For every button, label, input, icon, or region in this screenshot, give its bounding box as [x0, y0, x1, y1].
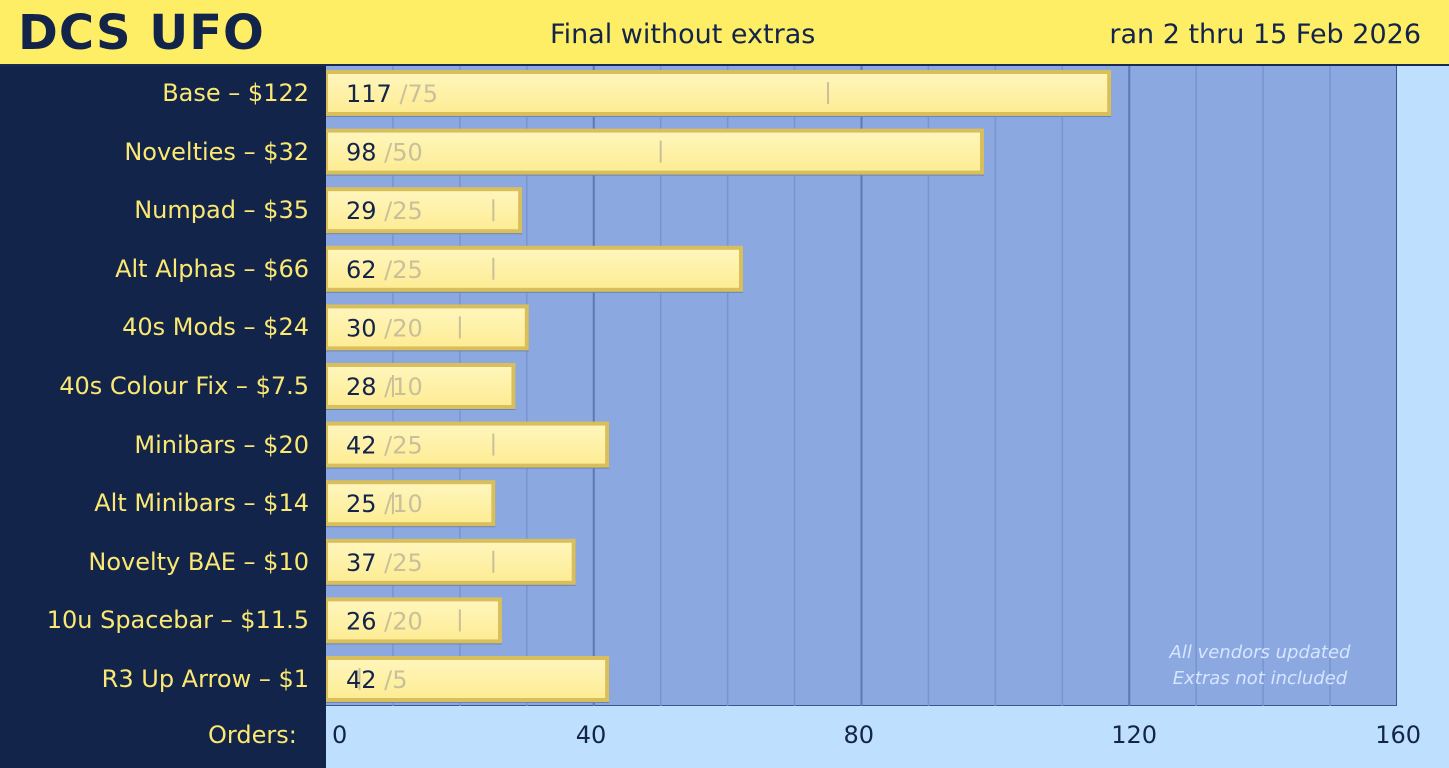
- bar-rect: [326, 245, 744, 292]
- value-label: 117 /75: [346, 80, 438, 108]
- bar: 117 /75: [326, 70, 1112, 117]
- bar: 25 /10: [326, 480, 496, 528]
- bar: 42 /25: [326, 421, 610, 469]
- x-tick-label: 80: [843, 721, 875, 749]
- x-axis-label: Orders:: [208, 721, 297, 749]
- bar: 37 /25: [326, 538, 576, 586]
- value-label: 37 /25: [346, 549, 423, 577]
- bar-rect: [326, 597, 503, 644]
- bar-rect: [326, 187, 523, 234]
- value-label: 98 /50: [346, 139, 423, 167]
- note-line: All vendors updated: [1169, 642, 1351, 663]
- bar-rect: [326, 480, 496, 527]
- date-range: ran 2 thru 15 Feb 2026: [1109, 19, 1421, 50]
- value-label: 30 /20: [346, 314, 423, 342]
- bar-rect: [326, 421, 610, 468]
- category-label: Alt Alphas – $66: [115, 254, 309, 283]
- header-bar: DCS UFO Final without extras ran 2 thru …: [0, 0, 1449, 66]
- value-label: 28 /10: [346, 373, 423, 401]
- category-label: Alt Minibars – $14: [94, 489, 309, 518]
- chart-notes: All vendors updated Extras not included: [1150, 640, 1370, 692]
- bar: 29 /25: [326, 187, 523, 235]
- value-label: 25 /10: [346, 490, 423, 518]
- x-tick-label: 160: [1375, 721, 1421, 749]
- category-label: R3 Up Arrow – $1: [101, 665, 309, 693]
- x-tick-label: 0: [332, 721, 348, 749]
- brand-logo: DCS UFO: [18, 5, 265, 61]
- value-label: 42 /5: [346, 666, 408, 694]
- value-label: 29 /25: [346, 197, 423, 225]
- category-label: Novelties – $32: [124, 137, 309, 166]
- bar-rect: [326, 70, 1112, 116]
- bar: 28 /10: [326, 363, 516, 410]
- category-label: Minibars – $20: [134, 430, 309, 459]
- category-sidebar: [0, 66, 326, 768]
- category-label: 10u Spacebar – $11.5: [46, 606, 309, 635]
- x-tick-label: 40: [575, 721, 607, 749]
- note-line: Extras not included: [1172, 668, 1348, 689]
- bar-rect: [326, 656, 610, 702]
- category-label: Numpad – $35: [134, 196, 309, 225]
- bar-rect: [326, 363, 516, 409]
- bar: 26 /20: [326, 597, 503, 645]
- bar: 42 /5: [326, 656, 610, 703]
- plot-area: 117 /75 98 /50 29 /25 62 /25 30 /20 28 /10 42 …: [326, 66, 1397, 706]
- value-label: 26 /20: [346, 607, 423, 635]
- bar: 98 /50: [326, 128, 984, 176]
- bar: 62 /25: [326, 245, 744, 293]
- category-label: Base – $122: [162, 79, 309, 107]
- value-label: 62 /25: [346, 256, 423, 284]
- bar-rect: [326, 128, 984, 175]
- bar: 30 /20: [326, 304, 529, 352]
- chart-subtitle: Final without extras: [550, 19, 816, 50]
- bar-chart: 117 /75 98 /50 29 /25 62 /25 30 /20 28 /10 42 …: [326, 66, 1331, 706]
- bar-rect: [326, 304, 529, 351]
- category-label: 40s Colour Fix – $7.5: [59, 372, 309, 400]
- value-label: 42 /25: [346, 432, 423, 460]
- x-tick-label: 120: [1111, 721, 1158, 749]
- bar-rect: [326, 538, 576, 585]
- category-label: 40s Mods – $24: [122, 313, 309, 342]
- category-label: Novelty BAE – $10: [88, 547, 309, 576]
